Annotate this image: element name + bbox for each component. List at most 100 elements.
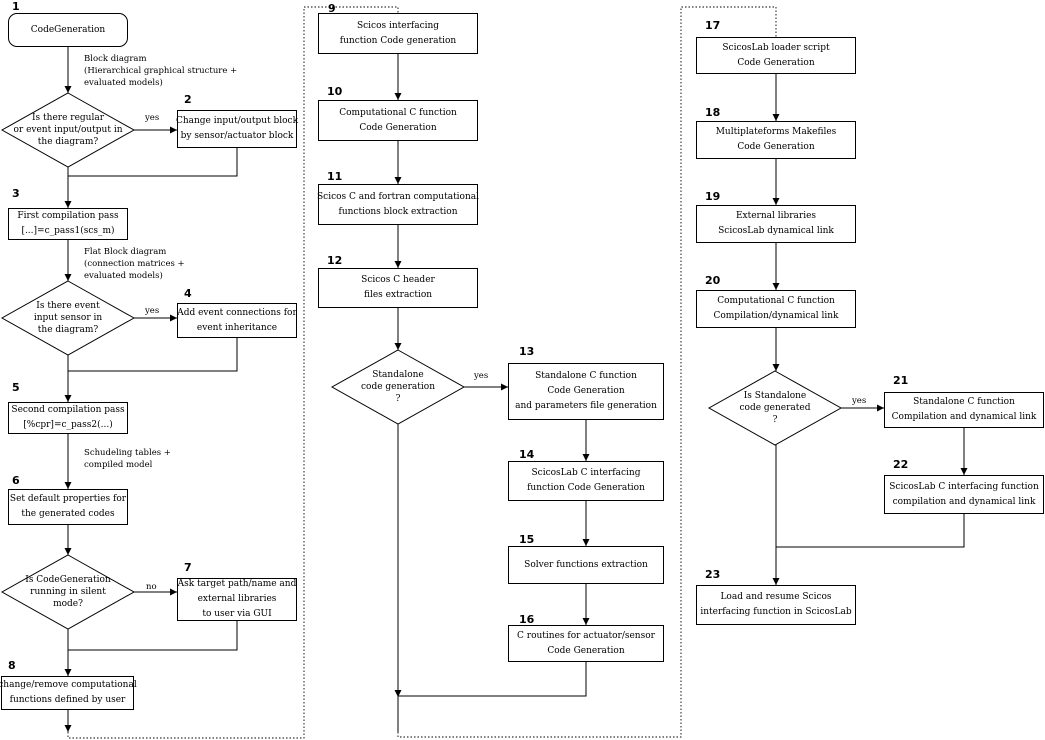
process-box-16: C routines for actuator/sensor Code Gener… xyxy=(508,625,664,662)
text-line: Change input/output block xyxy=(175,116,299,126)
text-line: Code Generation xyxy=(737,57,815,68)
text-line: event inheritance xyxy=(196,322,278,333)
process-box-10: Computational C function Code Generation xyxy=(318,100,478,141)
text-line: Is CodeGeneration xyxy=(25,575,111,585)
text-line: mode? xyxy=(53,599,83,609)
text-line: evaluated models) xyxy=(84,78,163,88)
step-number: 21 xyxy=(893,374,909,387)
decision-diamond xyxy=(0,554,136,630)
process-box-13: Standalone C function Code Generation and … xyxy=(508,363,664,420)
text-line: Ask target path/name and xyxy=(177,579,297,589)
step-number: 4 xyxy=(184,287,192,300)
decision-label: Standalone code generation? xyxy=(332,350,464,424)
process-box-4: Add event connections for event inheritan… xyxy=(177,303,297,338)
text-line: C routines for actuator/sensor xyxy=(517,630,655,641)
yes-edge-label: yes xyxy=(474,371,489,381)
text-line: Scicos C header xyxy=(361,275,435,285)
text-line: [...]=c_pass1(scs_m) xyxy=(21,226,115,236)
step-number: 6 xyxy=(12,474,20,487)
text-line: function Code generation xyxy=(339,35,457,46)
text-line: and parameters file generation xyxy=(515,401,657,411)
process-box-8: change/remove computational functions def… xyxy=(0,676,137,710)
text-line: Flat Block diagram xyxy=(84,247,167,257)
text-line: Add event connections for xyxy=(177,307,297,318)
text-line: Set default properties for xyxy=(9,494,127,504)
text-line: ScicosLab dynamical link xyxy=(718,226,834,236)
process-box-23: Load and resume Scicos interfacing functi… xyxy=(696,585,856,625)
text-line: Is there event xyxy=(36,301,100,311)
process-box-6: Set default properties for the generated … xyxy=(8,489,128,525)
text-line: (Hierarchical graphical structure + xyxy=(84,66,238,76)
step-number: 17 xyxy=(705,19,721,32)
flow-arrow xyxy=(68,148,238,177)
process-box-14: ScicosLab C interfacing function Code Gen… xyxy=(508,461,664,501)
text-line: code generation xyxy=(361,382,435,392)
text-line: compiled model xyxy=(84,460,153,470)
process-box-15: Solver functions extraction xyxy=(508,546,664,584)
process-box-5: Second compilation pass [%cpr]=c_pass2(..… xyxy=(8,402,128,434)
step-number: 16 xyxy=(519,613,535,626)
text-line: or event input/output in xyxy=(13,125,123,135)
step-number: 7 xyxy=(184,561,192,574)
text-line: compilation and dynamical link xyxy=(892,496,1036,507)
step-number: 14 xyxy=(519,448,535,461)
flow-arrow xyxy=(776,514,965,548)
decision-diamond xyxy=(0,280,136,356)
text-line: Scicos C and fortran computational xyxy=(316,191,480,202)
text-line: Code Generation xyxy=(737,142,815,152)
step-number: 18 xyxy=(705,106,721,119)
process-box-21: Standalone C function Compilation and dyn… xyxy=(884,392,1044,428)
text-line: Is there regular xyxy=(32,113,104,123)
text-line: Second compilation pass xyxy=(11,405,125,415)
decision-label: Is Standalone code generated? xyxy=(709,371,841,445)
step-number: 2 xyxy=(184,93,192,106)
process-box-11: Scicos C and fortran computational functi… xyxy=(316,184,480,225)
step-number: 19 xyxy=(705,190,721,203)
text-line: files extraction xyxy=(363,290,433,300)
text-line: ? xyxy=(395,394,401,404)
data-annotation: Flat Block diagram (connection matrices +… xyxy=(84,246,185,282)
text-line: (connection matrices + xyxy=(84,259,185,269)
text-line: Standalone C function xyxy=(535,371,637,381)
step-number: 9 xyxy=(328,2,336,15)
text-line: Code Generation xyxy=(359,122,437,133)
text-line: External libraries xyxy=(735,211,817,221)
text-line: Code Generation xyxy=(547,386,625,396)
text-line: ? xyxy=(772,415,778,425)
step-number: 23 xyxy=(705,568,721,581)
step-number: 8 xyxy=(8,659,16,672)
text-line: Compilation and dynamical link xyxy=(891,412,1037,422)
process-box-7: Ask target path/name and external librari… xyxy=(177,578,297,621)
process-box-18: Multiplateforms Makefiles Code Generation xyxy=(696,121,856,159)
decision-diamond xyxy=(707,370,843,446)
text-line: functions defined by user xyxy=(9,695,126,705)
step-number: 1 xyxy=(12,0,20,13)
step-number: 10 xyxy=(327,85,343,98)
step-number: 12 xyxy=(327,254,343,267)
decision-label: Is there event input sensor in the diagram… xyxy=(2,281,134,355)
text-line: ScicosLab loader script xyxy=(722,42,830,53)
text-line: First compilation pass xyxy=(17,211,119,221)
text-line: input sensor in xyxy=(33,313,103,323)
text-line: Computational C function xyxy=(717,296,835,306)
process-box-19: External libraries ScicosLab dynamical li… xyxy=(696,205,856,243)
text-line: external libraries xyxy=(197,594,277,604)
column-connector xyxy=(67,6,399,739)
text-line: code generated xyxy=(739,403,811,413)
text-line: functions block extraction xyxy=(338,206,458,217)
process-box-2: Change input/output block by sensor/actua… xyxy=(175,110,299,148)
data-annotation: Block diagram (Hierarchical graphical str… xyxy=(84,53,237,89)
text-line: Compilation/dynamical link xyxy=(713,311,839,321)
process-box-22: ScicosLab C interfacing function compilat… xyxy=(884,475,1044,514)
yes-edge-label: yes xyxy=(852,396,867,406)
text-line: Block diagram xyxy=(84,54,147,64)
process-box-1: CodeGeneration xyxy=(8,13,128,47)
text-line: Standalone xyxy=(372,370,424,380)
text-line: change/remove computational xyxy=(0,680,137,690)
text-line: function Code Generation xyxy=(527,483,645,493)
decision-label: Is there regular or event input/output in… xyxy=(2,93,134,167)
process-box-9: Scicos interfacing function Code generati… xyxy=(318,13,478,54)
process-box-20: Computational C function Compilation/dyna… xyxy=(696,290,856,328)
step-number: 15 xyxy=(519,533,535,546)
text-line: evaluated models) xyxy=(84,271,163,281)
